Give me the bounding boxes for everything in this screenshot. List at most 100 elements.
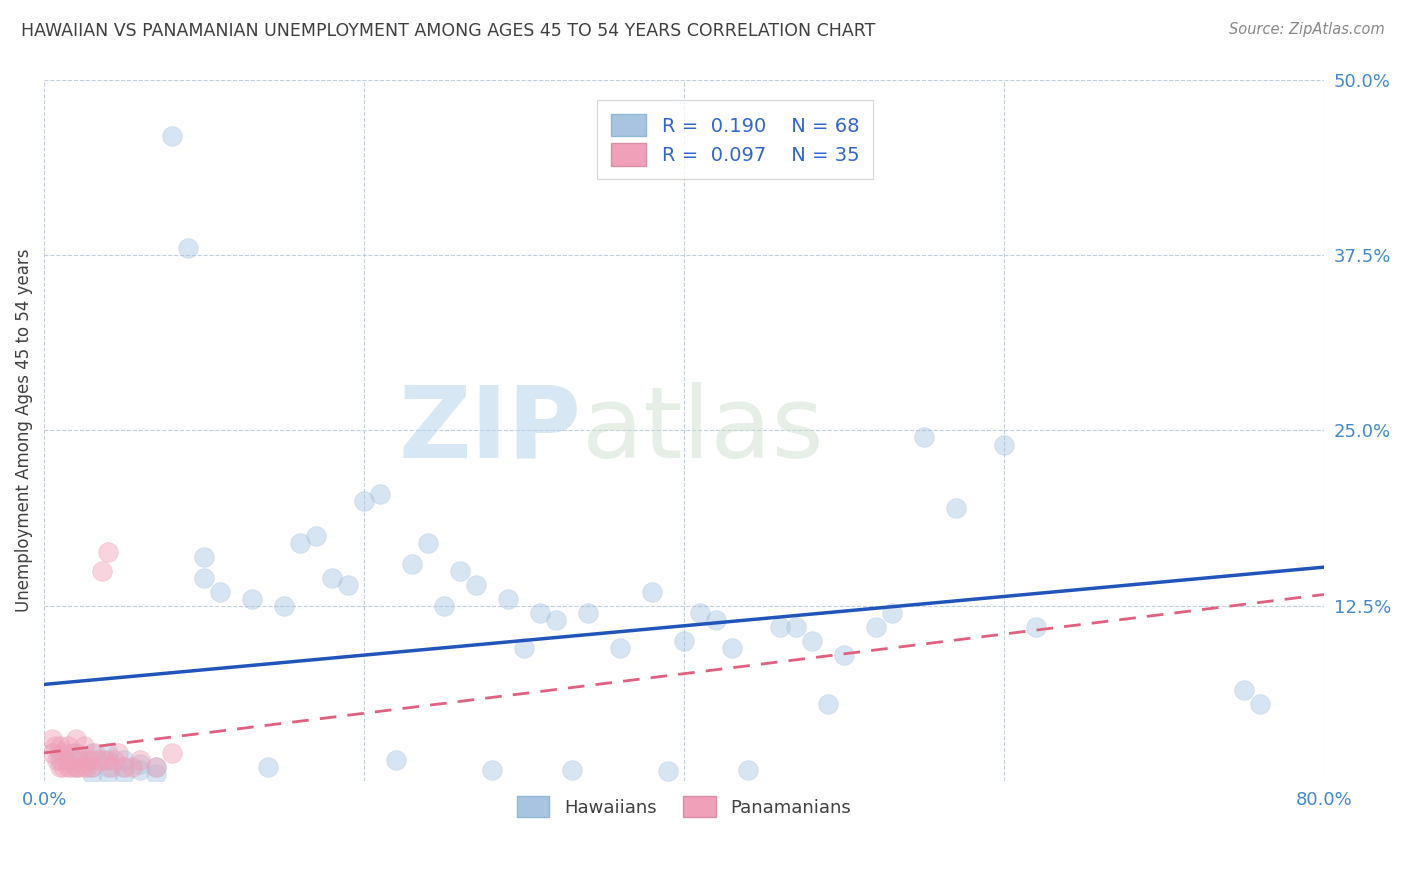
Point	[76, 760, 98, 774]
Point	[129, 757, 152, 772]
Point	[49, 753, 72, 767]
Point	[481, 763, 503, 777]
Point	[609, 640, 631, 655]
Point	[769, 620, 792, 634]
Point	[832, 648, 855, 662]
Point	[433, 599, 456, 613]
Point	[97, 760, 120, 774]
Point	[49, 760, 72, 774]
Point	[160, 129, 183, 144]
Point	[112, 760, 135, 774]
Legend: Hawaiians, Panamanians: Hawaiians, Panamanians	[509, 789, 859, 824]
Point	[70, 753, 93, 767]
Point	[177, 241, 200, 255]
Point	[100, 760, 122, 774]
Point	[737, 763, 759, 777]
Point	[416, 535, 439, 549]
Point	[465, 578, 488, 592]
Point	[160, 746, 183, 760]
Point	[112, 767, 135, 781]
Point	[785, 620, 807, 634]
Point	[62, 746, 84, 760]
Text: atlas: atlas	[582, 382, 824, 479]
Point	[129, 753, 152, 767]
Point	[112, 753, 135, 767]
Point	[73, 760, 96, 774]
Point	[993, 437, 1015, 451]
Point	[865, 620, 887, 634]
Point	[689, 606, 711, 620]
Point	[77, 753, 100, 767]
Point	[209, 584, 232, 599]
Point	[288, 535, 311, 549]
Point	[529, 606, 551, 620]
Point	[449, 564, 471, 578]
Point	[49, 739, 72, 753]
Y-axis label: Unemployment Among Ages 45 to 54 years: Unemployment Among Ages 45 to 54 years	[15, 249, 32, 612]
Point	[65, 760, 87, 774]
Point	[45, 753, 67, 767]
Point	[67, 760, 90, 774]
Point	[65, 746, 87, 760]
Point	[145, 767, 167, 781]
Point	[49, 746, 72, 760]
Point	[65, 731, 87, 746]
Point	[82, 760, 104, 774]
Point	[641, 584, 664, 599]
Point	[353, 493, 375, 508]
Point	[576, 606, 599, 620]
Point	[193, 571, 215, 585]
Point	[82, 753, 104, 767]
Point	[544, 613, 567, 627]
Point	[561, 763, 583, 777]
Point	[385, 753, 408, 767]
Point	[193, 549, 215, 564]
Point	[97, 746, 120, 760]
Point	[721, 640, 744, 655]
Point	[513, 640, 536, 655]
Point	[321, 571, 343, 585]
Point	[337, 578, 360, 592]
Point	[65, 760, 87, 774]
Point	[145, 760, 167, 774]
Point	[305, 528, 328, 542]
Point	[912, 430, 935, 444]
Point	[103, 753, 125, 767]
Point	[817, 697, 839, 711]
Point	[672, 633, 695, 648]
Point	[97, 767, 120, 781]
Point	[84, 746, 107, 760]
Point	[41, 746, 63, 760]
Point	[657, 764, 679, 779]
Point	[368, 486, 391, 500]
Point	[82, 746, 104, 760]
Point	[97, 545, 120, 559]
Point	[73, 739, 96, 753]
Point	[401, 557, 423, 571]
Point	[240, 591, 263, 606]
Point	[55, 753, 77, 767]
Point	[60, 760, 83, 774]
Text: HAWAIIAN VS PANAMANIAN UNEMPLOYMENT AMONG AGES 45 TO 54 YEARS CORRELATION CHART: HAWAIIAN VS PANAMANIAN UNEMPLOYMENT AMON…	[21, 22, 876, 40]
Point	[129, 763, 152, 777]
Point	[112, 760, 135, 774]
Point	[87, 753, 110, 767]
Point	[273, 599, 295, 613]
Point	[945, 500, 967, 515]
Point	[145, 760, 167, 774]
Text: Source: ZipAtlas.com: Source: ZipAtlas.com	[1229, 22, 1385, 37]
Point	[90, 564, 112, 578]
Point	[1025, 620, 1047, 634]
Point	[107, 746, 129, 760]
Point	[97, 753, 120, 767]
Point	[94, 753, 117, 767]
Point	[704, 613, 727, 627]
Point	[52, 746, 75, 760]
Point	[801, 633, 824, 648]
Point	[1249, 697, 1271, 711]
Point	[56, 739, 79, 753]
Point	[82, 767, 104, 781]
Point	[56, 760, 79, 774]
Text: ZIP: ZIP	[399, 382, 582, 479]
Point	[257, 760, 280, 774]
